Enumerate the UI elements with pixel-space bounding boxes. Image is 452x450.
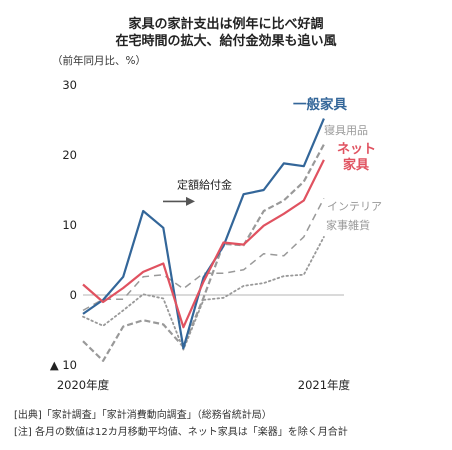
- series-label: 一般家具: [293, 96, 347, 113]
- series-line: [82, 198, 325, 312]
- footnote: [注] 各月の数値は12カ月移動平均値、ネット家具は「楽器」を除く月合計: [14, 427, 348, 438]
- x-tick-label: 2020年度: [57, 378, 110, 392]
- y-tick-label: ▲ 10: [50, 358, 77, 372]
- chart-title-line-2: 在宅時間の拡大、給付金効果も追い風: [115, 34, 337, 49]
- x-tick-label: 2021年度: [298, 378, 351, 392]
- source-note: [出典]「家計調査」「家計消費動向調査」（総務省統計局）: [14, 410, 272, 421]
- y-tick-label: 10: [62, 218, 77, 232]
- series-line: [82, 143, 325, 362]
- series-line: [82, 118, 325, 350]
- series-line: [82, 235, 325, 351]
- series-label: 家事雑貨: [326, 218, 370, 232]
- y-tick-label: 20: [62, 148, 77, 162]
- chart-title-line-1: 家具の家計支出は例年に比べ好調: [128, 17, 324, 32]
- y-tick-label: 0: [70, 288, 77, 302]
- y-axis-unit-label: （前年同月比、%）: [52, 55, 146, 67]
- annotation-arrow-head: [186, 196, 195, 206]
- series-line: [82, 159, 325, 329]
- series-label: インテリア: [327, 200, 382, 213]
- series-label: ネット家具: [337, 142, 376, 173]
- annotation-label: 定額給付金: [177, 177, 232, 191]
- series-label: 寝具用品: [324, 123, 368, 137]
- y-tick-label: 30: [62, 78, 77, 92]
- line-chart: 30 20 10 0 ▲ 10 2020年度 2021年度 一般家具寝具用品ネット家具インテリ…: [50, 78, 382, 392]
